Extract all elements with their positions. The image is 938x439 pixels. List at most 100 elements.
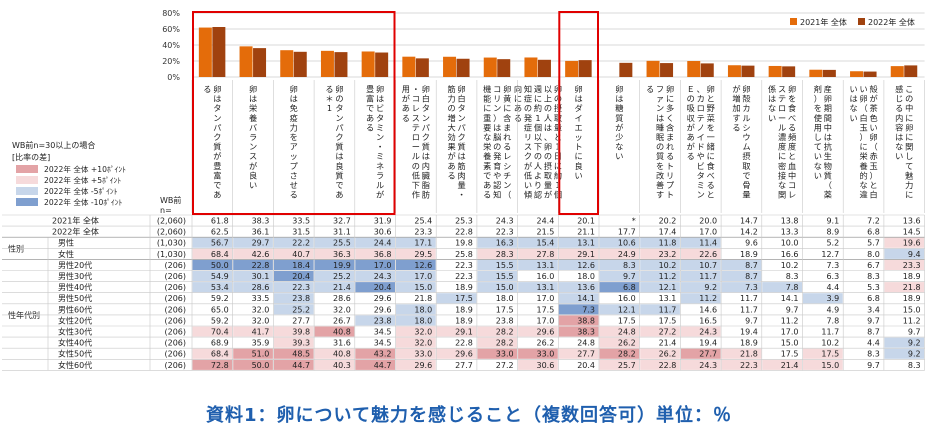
table-cell-shade xyxy=(640,248,680,259)
table-row-label: 男性60代 xyxy=(58,304,92,314)
table-cell-shade xyxy=(233,259,273,270)
table-cell-shade xyxy=(436,348,477,359)
table-cell-value: 40.7 xyxy=(292,250,310,259)
table-cell-value: 22.8 xyxy=(455,228,473,237)
table-cell-value: 11.7 xyxy=(699,272,717,281)
legend-label: 2022年 全体 xyxy=(868,17,915,27)
table-cell-shade xyxy=(233,248,273,259)
table-cell-value: 7.2 xyxy=(867,217,880,226)
table-cell-value: 17.0 xyxy=(536,316,554,325)
table-cell-shade xyxy=(640,271,680,282)
table-cell-value: 29.5 xyxy=(414,250,432,259)
table-cell-value: 12.6 xyxy=(577,261,595,270)
table-cell-value: 22.3 xyxy=(455,261,473,270)
table-cell-value: 33.0 xyxy=(536,350,554,359)
table-cell-value: 70.4 xyxy=(211,328,229,337)
table-row-label: 女性50代 xyxy=(58,349,92,359)
table-cell-value: 15.0 xyxy=(781,339,799,348)
table-cell-value: 32.0 xyxy=(333,305,351,314)
bar-2021 xyxy=(727,65,741,77)
table-cell-value: 51.0 xyxy=(252,350,270,359)
table-cell-value: 59.2 xyxy=(211,316,229,325)
table-cell-shade xyxy=(477,348,518,359)
highlight-box xyxy=(192,11,396,215)
table-cell-value: 65.0 xyxy=(211,305,229,314)
table-cell-value: 17.5 xyxy=(821,350,839,359)
table-row-label: 女性20代 xyxy=(58,315,92,325)
table-cell-shade xyxy=(273,337,314,348)
y-tick-label: 40% xyxy=(162,41,180,50)
table-cell-value: 11.7 xyxy=(659,305,677,314)
table-cell-value: 13.1 xyxy=(536,261,554,270)
category-label: 卵はタンパク質が豊富である xyxy=(203,84,221,200)
table-cell-shade xyxy=(518,282,558,293)
table-cell-value: 11.2 xyxy=(659,272,677,281)
table-cell-value: 22.3 xyxy=(455,272,473,281)
table-cell-value: 34.5 xyxy=(374,339,392,348)
table-cell-shade xyxy=(314,326,355,337)
table-cell-shade xyxy=(396,248,436,259)
bar-2022 xyxy=(578,60,592,77)
table-cell-value: 7.3 xyxy=(582,305,595,314)
table-cell-value: 22.8 xyxy=(455,339,473,348)
table-cell-shade xyxy=(273,271,314,282)
table-cell-value: 11.4 xyxy=(699,239,717,248)
table-cell-value: 11.2 xyxy=(781,316,799,325)
table-cell-shade xyxy=(640,282,680,293)
table-cell-value: 26.7 xyxy=(333,316,351,325)
table-cell-shade xyxy=(558,326,599,337)
table-cell-value: 9.7 xyxy=(908,328,921,337)
diff-legend-swatch xyxy=(16,176,38,184)
table-cell-value: 15.0 xyxy=(414,283,432,292)
table-cell-value: 12.7 xyxy=(821,250,839,259)
table-cell-value: 23.8 xyxy=(292,294,310,303)
table-cell-shade xyxy=(192,359,233,370)
table-cell-value: 24.4 xyxy=(536,217,554,226)
table-cell-shade xyxy=(233,359,273,370)
table-cell-value: 8.7 xyxy=(867,328,880,337)
table-cell-value: 25.4 xyxy=(414,217,432,226)
table-cell-shade xyxy=(273,359,314,370)
table-cell-value: 9.7 xyxy=(867,316,880,325)
table-cell-value: 16.0 xyxy=(618,294,636,303)
table-cell-shade xyxy=(355,315,395,326)
table-cell-shade xyxy=(314,359,355,370)
table-cell-shade xyxy=(314,271,355,282)
diff-legend-swatch xyxy=(16,165,38,173)
table-cell-value: 11.7 xyxy=(740,305,758,314)
table-cell-shade xyxy=(884,248,925,259)
table-row-n: (206) xyxy=(164,350,186,359)
table-cell-value: 28.6 xyxy=(252,283,270,292)
table-cell-value: 20.2 xyxy=(659,217,677,226)
table-cell-shade xyxy=(355,248,395,259)
table-cell-value: 27.2 xyxy=(659,328,677,337)
table-cell-shade xyxy=(477,326,518,337)
table-cell-value: 9.4 xyxy=(908,250,921,259)
table-cell-shade xyxy=(558,293,599,304)
table-cell-value: 16.5 xyxy=(699,316,717,325)
table-cell-shade xyxy=(273,326,314,337)
table-cell-shade xyxy=(273,348,314,359)
table-cell-shade xyxy=(396,282,436,293)
table-cell-shade xyxy=(803,293,843,304)
table-cell-shade xyxy=(599,259,640,270)
table-cell-value: * xyxy=(632,217,636,226)
bar-2021 xyxy=(890,66,904,77)
table-cell-shade xyxy=(558,237,599,248)
table-cell-value: 19.8 xyxy=(455,239,473,248)
table-cell-shade xyxy=(721,259,762,270)
table-cell-value: 53.4 xyxy=(211,283,229,292)
bar-2021 xyxy=(443,56,457,77)
table-cell-value: 38.3 xyxy=(252,217,270,226)
table-cell-value: 12.6 xyxy=(414,261,432,270)
bar-2021 xyxy=(850,71,864,77)
table-cell-value: 17.5 xyxy=(659,316,677,325)
table-cell-shade xyxy=(396,337,436,348)
table-cell-value: 39.8 xyxy=(292,328,310,337)
category-label: 卵を食べる頻度と血中コレステロール濃度に密接な関係はない xyxy=(768,84,796,200)
n-label: n= xyxy=(160,206,172,215)
table-cell-value: 21.4 xyxy=(781,361,799,370)
table-cell-shade xyxy=(477,259,518,270)
table-cell-shade xyxy=(599,304,640,315)
